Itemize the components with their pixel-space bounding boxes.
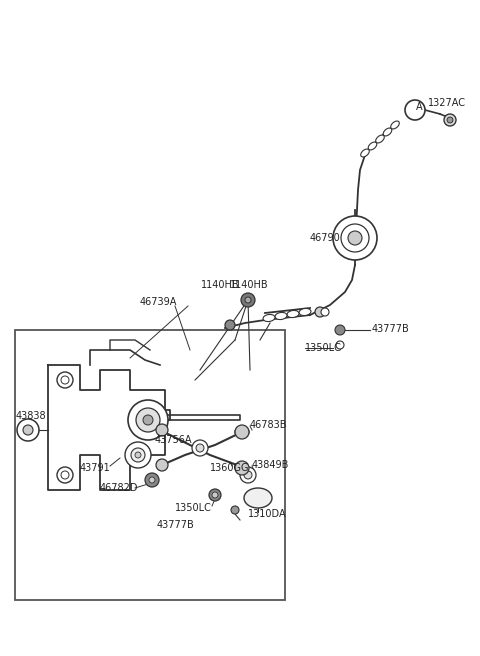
Text: 1360GG: 1360GG	[210, 463, 250, 473]
Text: 1350LC: 1350LC	[305, 343, 342, 353]
Circle shape	[240, 467, 256, 483]
Text: 1140HB: 1140HB	[201, 280, 240, 290]
Text: 1327AC: 1327AC	[428, 98, 466, 108]
Text: 46783B: 46783B	[250, 420, 288, 430]
Circle shape	[192, 440, 208, 456]
Circle shape	[61, 376, 69, 384]
Circle shape	[244, 471, 252, 479]
Circle shape	[196, 444, 204, 452]
Ellipse shape	[376, 135, 384, 143]
Circle shape	[341, 224, 369, 252]
Ellipse shape	[235, 427, 249, 437]
Circle shape	[135, 452, 141, 458]
Text: A: A	[416, 102, 422, 112]
Text: 1350LC: 1350LC	[175, 503, 212, 513]
Ellipse shape	[244, 488, 272, 508]
Circle shape	[333, 216, 377, 260]
Circle shape	[23, 425, 33, 435]
Circle shape	[405, 100, 425, 120]
Circle shape	[17, 419, 39, 441]
Ellipse shape	[360, 149, 369, 157]
Circle shape	[212, 492, 218, 498]
Bar	[15, 330, 285, 600]
Circle shape	[156, 424, 168, 436]
Circle shape	[335, 325, 345, 335]
Text: 46739A: 46739A	[140, 297, 178, 307]
Circle shape	[136, 408, 160, 432]
Circle shape	[61, 471, 69, 479]
Circle shape	[125, 442, 151, 468]
Circle shape	[336, 341, 344, 349]
Circle shape	[245, 297, 251, 303]
Text: 43777B: 43777B	[156, 520, 194, 530]
Circle shape	[241, 293, 255, 307]
Ellipse shape	[391, 121, 399, 129]
Ellipse shape	[287, 310, 299, 318]
Text: 43756A: 43756A	[155, 435, 192, 445]
Circle shape	[447, 117, 453, 123]
Circle shape	[321, 308, 329, 316]
Text: 43838: 43838	[16, 411, 47, 421]
Circle shape	[128, 400, 168, 440]
Circle shape	[145, 473, 159, 487]
Text: 1140HB: 1140HB	[230, 280, 269, 290]
Circle shape	[225, 320, 235, 330]
Circle shape	[315, 307, 325, 317]
Circle shape	[231, 506, 239, 514]
Circle shape	[131, 448, 145, 462]
Circle shape	[444, 114, 456, 126]
Circle shape	[57, 467, 73, 483]
Text: 1310DA: 1310DA	[248, 509, 287, 519]
Circle shape	[143, 415, 153, 425]
Text: 43791: 43791	[80, 463, 111, 473]
Circle shape	[149, 477, 155, 483]
Circle shape	[235, 425, 249, 439]
Ellipse shape	[368, 142, 377, 150]
Ellipse shape	[263, 314, 275, 321]
Circle shape	[348, 231, 362, 245]
Text: 46782D: 46782D	[100, 483, 139, 493]
Circle shape	[156, 459, 168, 471]
Circle shape	[235, 461, 249, 475]
Ellipse shape	[383, 128, 392, 136]
Circle shape	[57, 372, 73, 388]
Text: 46790: 46790	[310, 233, 341, 243]
Ellipse shape	[299, 308, 311, 316]
Circle shape	[209, 489, 221, 501]
Text: 43849B: 43849B	[252, 460, 289, 470]
Text: 43777B: 43777B	[372, 324, 410, 334]
Ellipse shape	[275, 312, 287, 319]
